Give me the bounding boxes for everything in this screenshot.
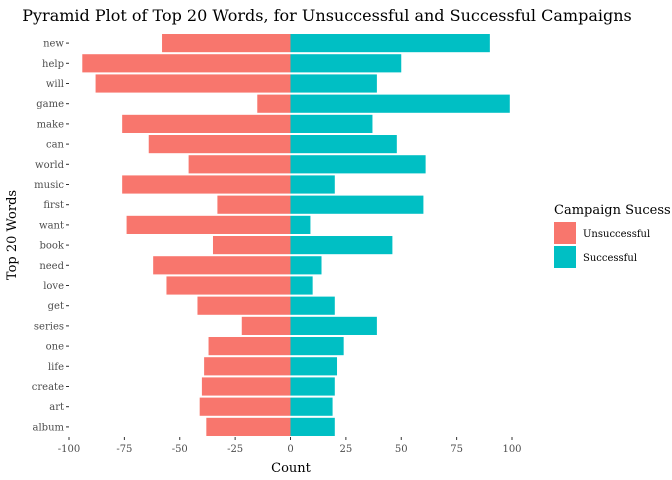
y-tick-label-love: love bbox=[43, 281, 64, 292]
bar-music-successful bbox=[290, 175, 335, 194]
bar-get-unsuccessful bbox=[197, 296, 291, 315]
bar-can-unsuccessful bbox=[148, 135, 291, 154]
bar-can-successful bbox=[290, 135, 397, 154]
bar-series-unsuccessful bbox=[241, 316, 291, 335]
bar-help-successful bbox=[290, 54, 402, 73]
bar-make-unsuccessful bbox=[122, 114, 291, 133]
bar-need-successful bbox=[290, 256, 322, 275]
bar-help-unsuccessful bbox=[82, 54, 291, 73]
x-tick-label: 50 bbox=[395, 444, 408, 455]
y-tick-label-want: want bbox=[39, 220, 64, 231]
bar-one-unsuccessful bbox=[208, 337, 291, 356]
bar-album-successful bbox=[290, 417, 335, 436]
x-tick-label: 0 bbox=[287, 444, 293, 455]
bar-first-unsuccessful bbox=[217, 195, 291, 214]
chart-title: Pyramid Plot of Top 20 Words, for Unsucc… bbox=[22, 6, 632, 25]
y-tick-label-will: will bbox=[46, 79, 64, 90]
x-tick-label: -50 bbox=[172, 444, 188, 455]
bar-art-successful bbox=[290, 397, 333, 416]
bar-will-successful bbox=[290, 74, 377, 93]
bar-need-unsuccessful bbox=[153, 256, 291, 275]
x-tick-label: 75 bbox=[450, 444, 463, 455]
bar-book-unsuccessful bbox=[212, 236, 291, 255]
y-tick-label-create: create bbox=[32, 382, 64, 393]
y-tick-label-world: world bbox=[35, 160, 65, 171]
bar-create-unsuccessful bbox=[201, 377, 291, 396]
x-axis-title: Count bbox=[271, 461, 312, 476]
bar-life-successful bbox=[290, 357, 338, 376]
y-tick-label-book: book bbox=[39, 241, 64, 252]
x-axis: -100 -75 -50 -25 0 25 50 75 100 bbox=[58, 437, 522, 455]
bar-world-successful bbox=[290, 155, 426, 174]
bar-one-successful bbox=[290, 337, 344, 356]
y-tick-label-can: can bbox=[46, 140, 65, 151]
legend-swatch-unsuccessful bbox=[554, 222, 576, 244]
bar-album-unsuccessful bbox=[206, 417, 291, 436]
bar-want-successful bbox=[290, 215, 311, 234]
legend-title: Campaign Sucess bbox=[554, 203, 671, 218]
bar-get-successful bbox=[290, 296, 335, 315]
y-tick-label-help: help bbox=[42, 59, 64, 70]
bars-group bbox=[82, 34, 510, 436]
bar-first-successful bbox=[290, 195, 424, 214]
bar-love-unsuccessful bbox=[166, 276, 291, 295]
y-axis-title: Top 20 Words bbox=[5, 190, 20, 280]
bar-world-unsuccessful bbox=[188, 155, 291, 174]
bar-book-successful bbox=[290, 236, 393, 255]
bar-game-unsuccessful bbox=[257, 94, 291, 113]
bar-make-successful bbox=[290, 114, 373, 133]
y-axis: new help will game make can world music first wan… bbox=[32, 39, 69, 433]
y-tick-label-make: make bbox=[37, 119, 65, 130]
bar-game-successful bbox=[290, 94, 510, 113]
y-tick-label-album: album bbox=[33, 422, 65, 433]
x-tick-label: 25 bbox=[340, 444, 353, 455]
legend-label-unsuccessful: Unsuccessful bbox=[583, 229, 650, 240]
x-tick-label: 100 bbox=[502, 444, 521, 455]
bar-will-unsuccessful bbox=[95, 74, 291, 93]
y-tick-label-game: game bbox=[36, 99, 64, 110]
bar-art-unsuccessful bbox=[199, 397, 291, 416]
bar-create-successful bbox=[290, 377, 335, 396]
bar-new-successful bbox=[290, 34, 490, 53]
x-tick-label: -100 bbox=[58, 444, 80, 455]
legend-label-successful: Successful bbox=[583, 253, 637, 264]
y-tick-label-music: music bbox=[34, 180, 64, 191]
y-tick-label-life: life bbox=[48, 362, 64, 373]
legend-swatch-successful bbox=[554, 246, 576, 268]
bar-music-unsuccessful bbox=[122, 175, 291, 194]
legend: Campaign Sucess Unsuccessful Successful bbox=[554, 203, 671, 268]
y-tick-label-need: need bbox=[39, 261, 64, 272]
y-tick-label-one: one bbox=[46, 342, 64, 353]
x-tick-label: -75 bbox=[116, 444, 132, 455]
y-tick-label-art: art bbox=[49, 402, 64, 413]
y-tick-label-get: get bbox=[48, 301, 64, 312]
y-tick-label-first: first bbox=[43, 200, 64, 211]
bar-love-successful bbox=[290, 276, 313, 295]
y-tick-label-new: new bbox=[43, 39, 64, 50]
bar-life-unsuccessful bbox=[204, 357, 291, 376]
x-tick-label: -25 bbox=[227, 444, 243, 455]
y-tick-label-series: series bbox=[34, 321, 64, 332]
bar-new-unsuccessful bbox=[162, 34, 291, 53]
bar-series-successful bbox=[290, 316, 377, 335]
bar-want-unsuccessful bbox=[126, 215, 291, 234]
